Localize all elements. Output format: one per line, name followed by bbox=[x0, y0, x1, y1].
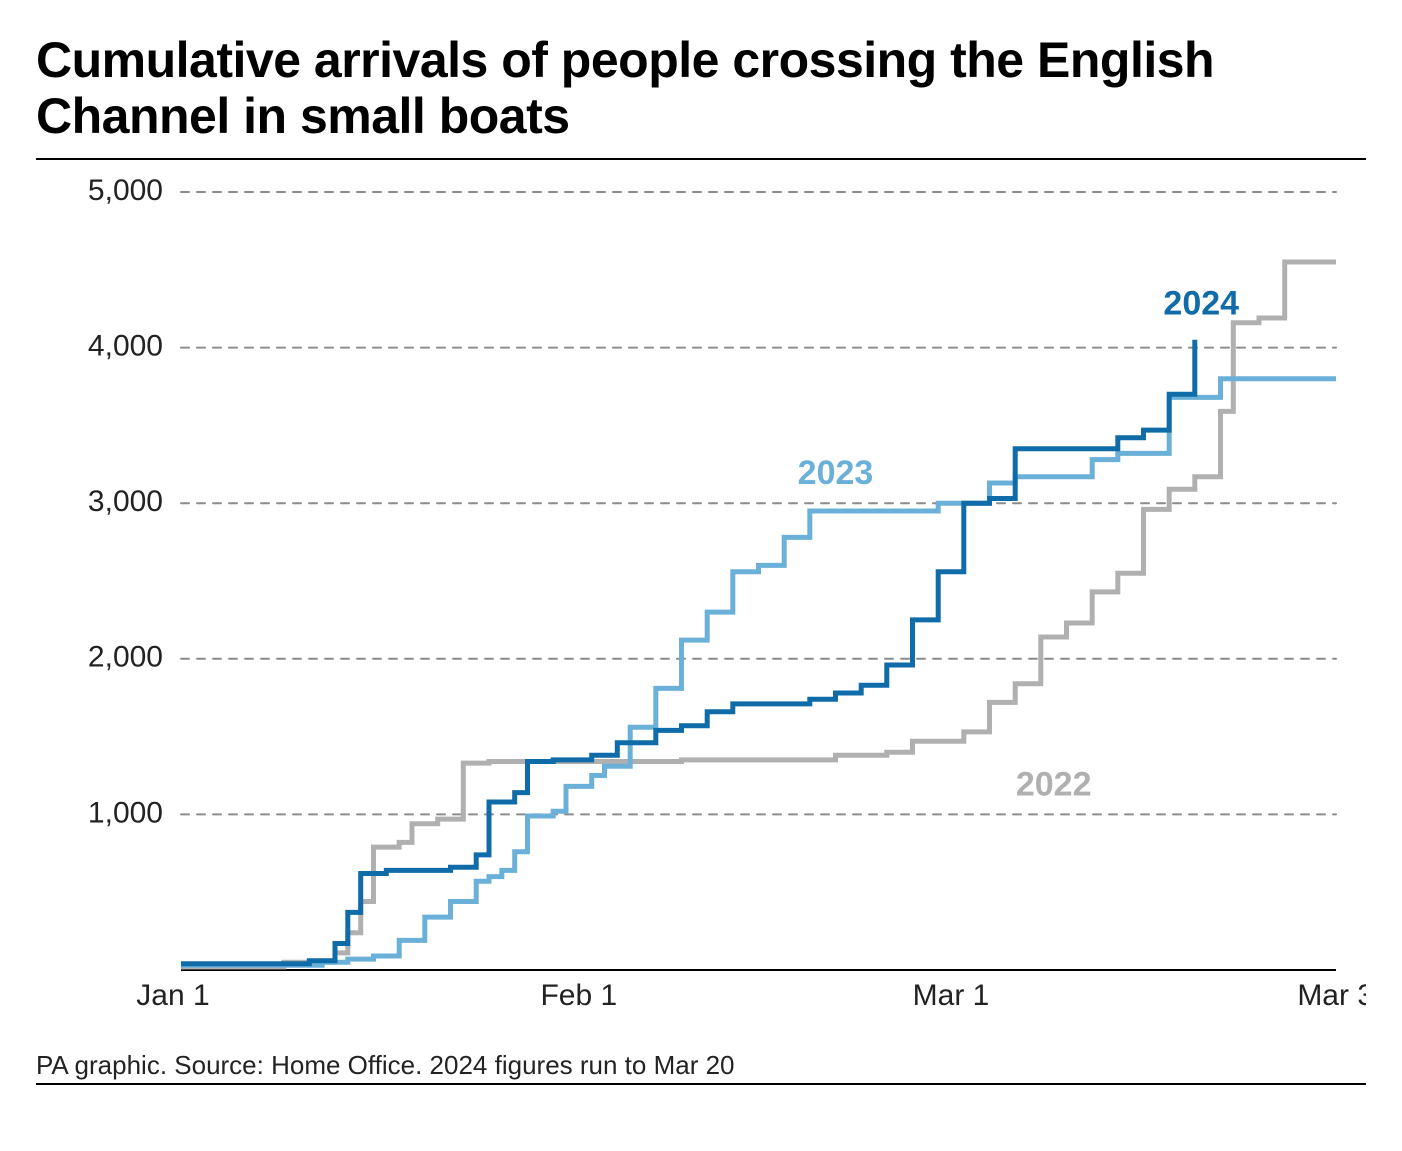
chart-title: Cumulative arrivals of people crossing t… bbox=[36, 32, 1366, 158]
footer-rule bbox=[36, 1083, 1366, 1085]
x-tick-label: Mar 1 bbox=[913, 979, 990, 1012]
y-tick-label: 5,000 bbox=[88, 174, 163, 207]
series-label-2023: 2023 bbox=[798, 454, 874, 492]
title-rule bbox=[36, 158, 1366, 160]
y-tick-label: 2,000 bbox=[88, 641, 163, 674]
chart-area: 1,000 2,000 3,000 4,000 5,000 Jan 1 Feb 1 Mar 1… bbox=[36, 170, 1366, 1040]
chart-svg: 1,000 2,000 3,000 4,000 5,000 Jan 1 Feb 1 Mar 1… bbox=[36, 170, 1366, 1040]
series-label-2022: 2022 bbox=[1016, 765, 1092, 803]
series-2022 bbox=[181, 262, 1336, 967]
y-tick-label: 1,000 bbox=[88, 796, 163, 829]
x-tick-label: Feb 1 bbox=[540, 979, 617, 1012]
x-tick-label: Jan 1 bbox=[136, 979, 209, 1012]
y-tick-label: 4,000 bbox=[88, 330, 163, 363]
series-label-2024: 2024 bbox=[1163, 285, 1239, 323]
y-tick-label: 3,000 bbox=[88, 485, 163, 518]
series-2023 bbox=[181, 379, 1336, 966]
chart-footer: PA graphic. Source: Home Office. 2024 fi… bbox=[36, 1040, 1366, 1081]
x-tick-label: Mar 31 bbox=[1297, 979, 1366, 1012]
